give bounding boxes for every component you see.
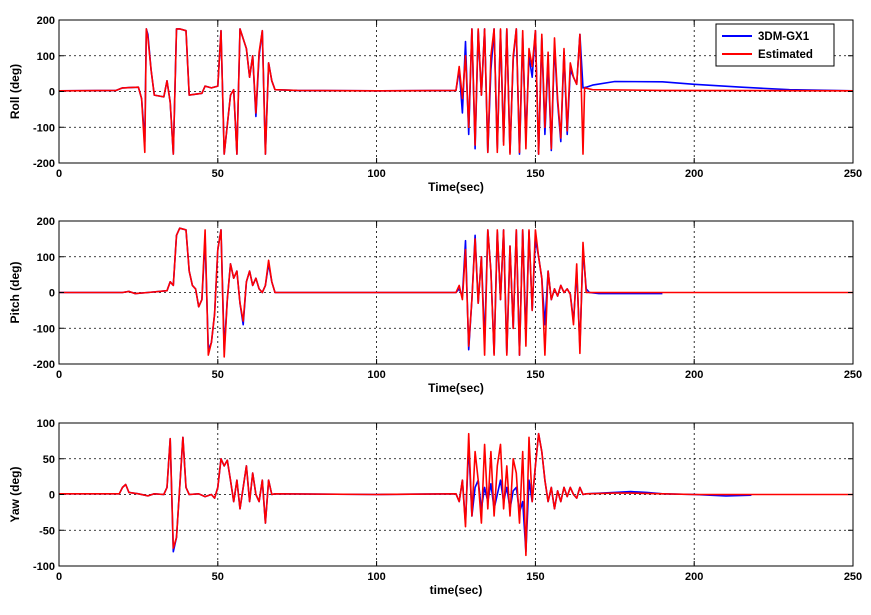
y-tick-label: -50 [39, 525, 55, 537]
y-tick-label: 0 [49, 288, 55, 300]
legend-box [715, 23, 835, 67]
x-tick-label: 150 [526, 369, 544, 381]
subplot-3: 0 50 100 150 200 250 -100 -50 0 50 100 time(sec) Yaw… [8, 418, 862, 597]
x-tick-label: 200 [685, 369, 703, 381]
series-group [59, 227, 853, 358]
y-tick-label: 0 [49, 490, 55, 502]
y-tick-label: -200 [33, 158, 55, 170]
series-group [59, 432, 853, 557]
x-tick-label: 0 [56, 571, 62, 583]
y-tick-label: -200 [33, 359, 55, 371]
y-tick-label: 100 [37, 51, 55, 63]
y-tick-label: -100 [33, 561, 55, 573]
x-tick-label: 200 [685, 571, 703, 583]
x-tick-label: 150 [526, 571, 544, 583]
y-tick-label: 200 [37, 216, 55, 228]
legend: 3DM-GX1 Estimated [715, 23, 835, 67]
x-tick-label: 100 [367, 168, 385, 180]
legend-entry-label: Estimated [758, 49, 813, 61]
y-tick-label: 0 [49, 87, 55, 99]
series-line-estimated [59, 28, 853, 155]
x-tick-label: 0 [56, 168, 62, 180]
y-tick-label: -100 [33, 122, 55, 134]
y-axis-label: Yaw (deg) [8, 466, 22, 522]
x-tick-label: 50 [212, 168, 224, 180]
x-tick-label: 150 [526, 168, 544, 180]
x-tick-label: 100 [367, 571, 385, 583]
x-tick-label: 0 [56, 369, 62, 381]
subplot-2: 0 50 100 150 200 250 -200 -100 0 100 200 Time(sec) P… [8, 216, 862, 395]
subplot-1: 0 50 100 150 200 250 -200 -100 0 100 200 Time(sec) R… [8, 15, 862, 194]
x-axis-label: Time(sec) [428, 381, 484, 395]
y-tick-label: -100 [33, 323, 55, 335]
series-line-estimated [59, 227, 853, 358]
x-tick-label: 200 [685, 168, 703, 180]
x-tick-label: 250 [844, 369, 862, 381]
y-tick-label: 100 [37, 418, 55, 430]
y-tick-label: 100 [37, 252, 55, 264]
x-tick-label: 250 [844, 168, 862, 180]
x-tick-label: 250 [844, 571, 862, 583]
legend-entry-label: 3DM-GX1 [758, 31, 810, 43]
x-axis-label: time(sec) [430, 583, 483, 597]
x-axis-label: Time(sec) [428, 180, 484, 194]
y-tick-label: 50 [43, 454, 55, 466]
chart-panels: 0 50 100 150 200 250-200-1000100200Time(sec)R… [8, 15, 862, 597]
x-tick-label: 50 [212, 369, 224, 381]
y-tick-label: 200 [37, 15, 55, 27]
y-axis-label: Pitch (deg) [8, 261, 22, 323]
y-axis-label: Roll (deg) [8, 64, 22, 119]
series-line-estimated [59, 432, 853, 557]
x-tick-label: 50 [212, 571, 224, 583]
x-tick-label: 100 [367, 369, 385, 381]
series-group [59, 28, 853, 155]
